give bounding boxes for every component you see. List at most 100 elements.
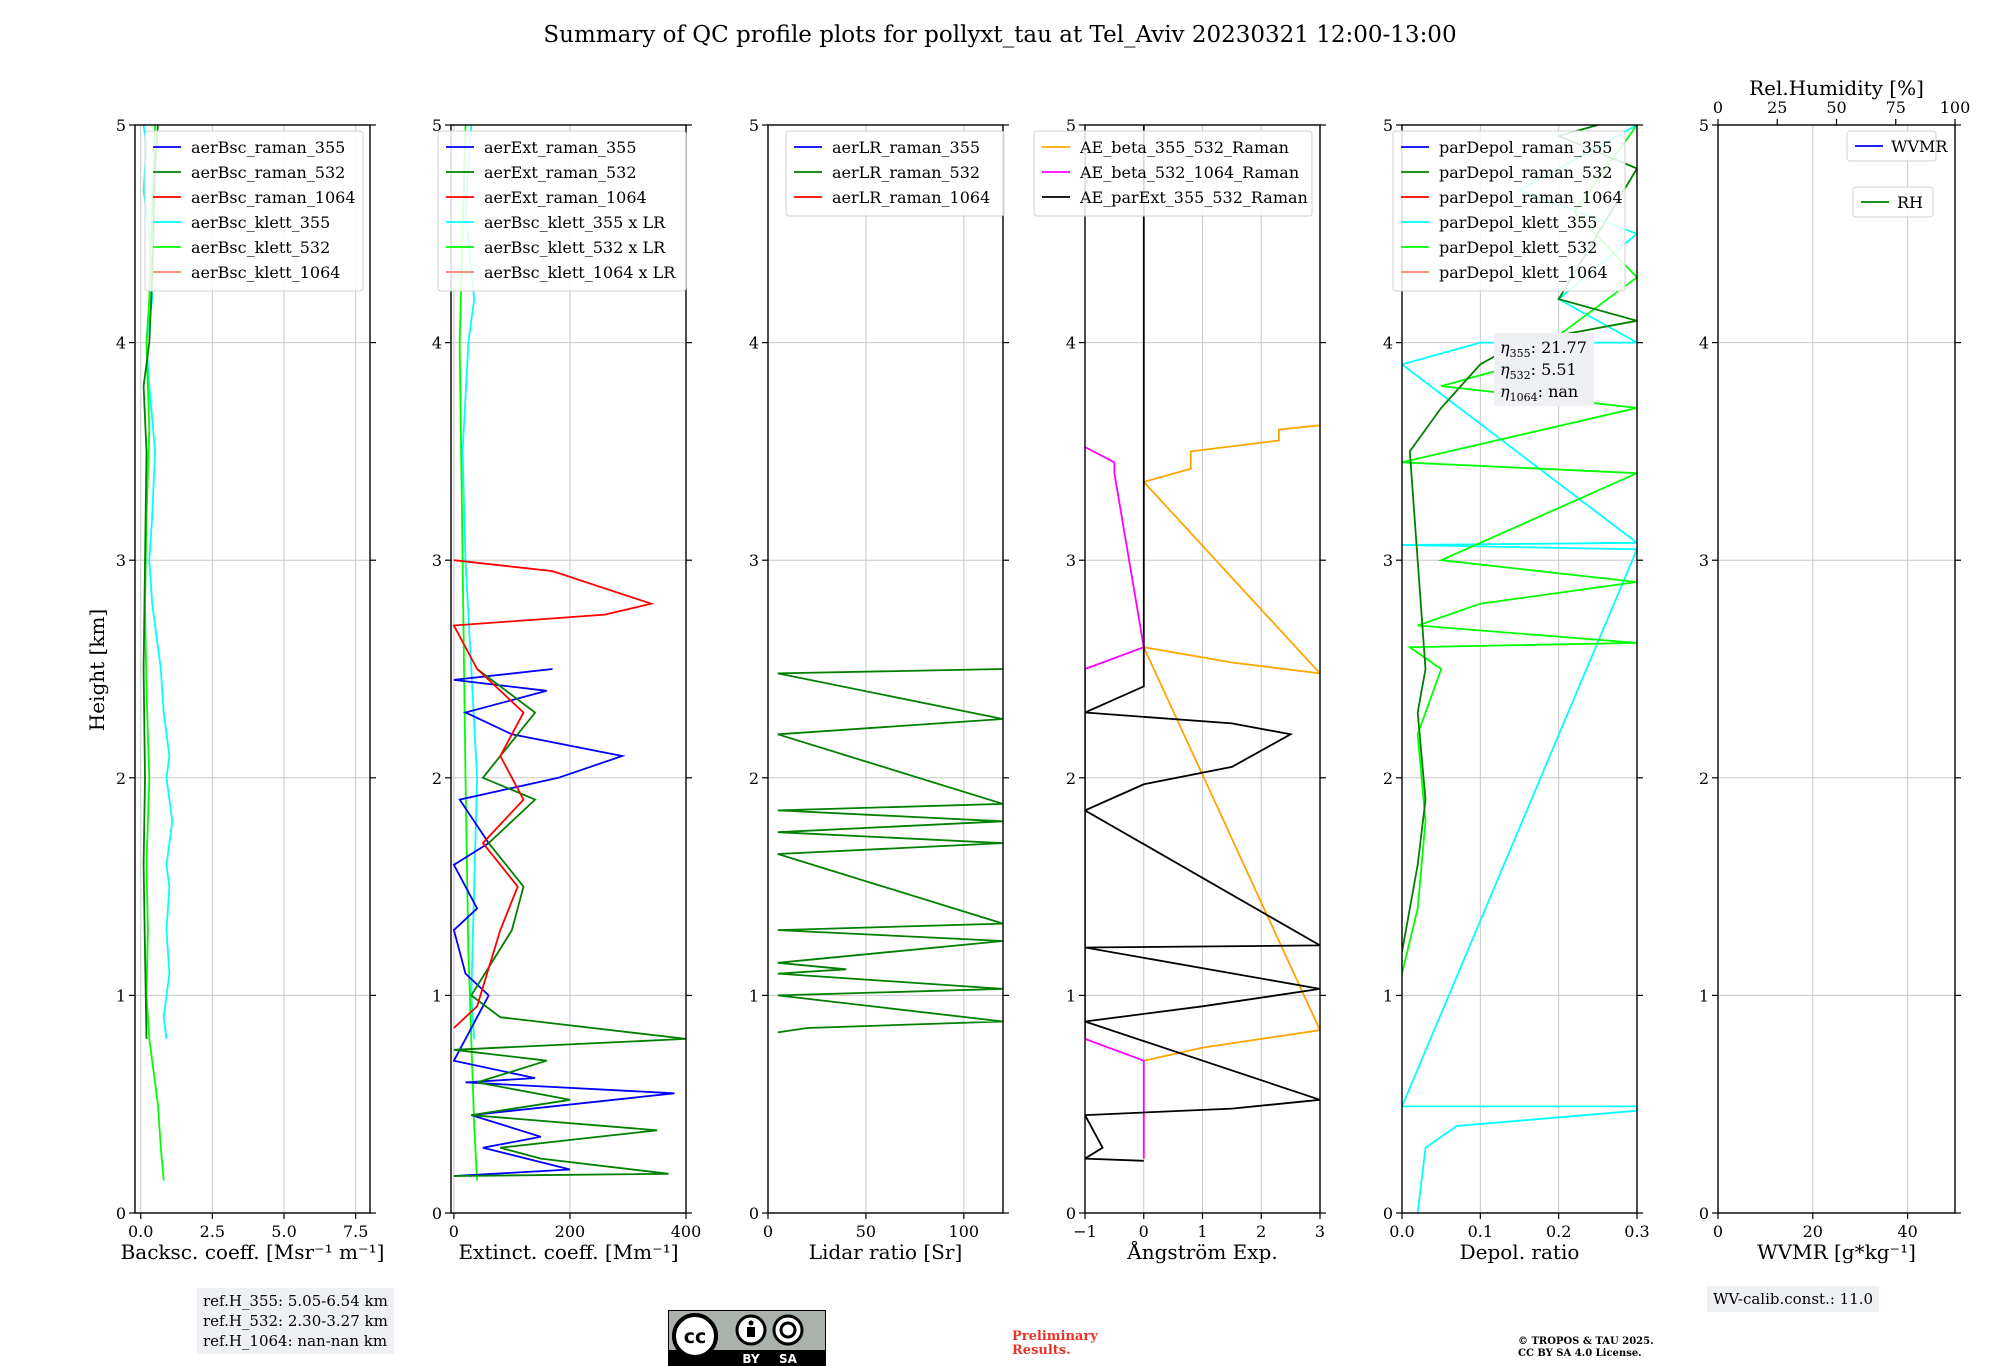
preliminary-line-1: Preliminary	[1012, 1329, 1098, 1344]
x-tick-label: 2	[1256, 1222, 1266, 1241]
legend-label: AE_beta_532_1064_Raman	[1079, 163, 1299, 182]
series-ae-parext-355-532-raman	[1085, 125, 1320, 1162]
x-tick-label: 0.0	[128, 1222, 153, 1241]
legend-label: parDepol_klett_355	[1439, 213, 1597, 232]
x-tick-label: 0	[449, 1222, 459, 1241]
top-x-tick-label: 50	[1826, 98, 1846, 117]
by-label: BY	[742, 1352, 759, 1366]
annotation-subscript: 1064	[1510, 391, 1538, 404]
x-tick-label: 7.5	[343, 1222, 368, 1241]
y-tick-label: 4	[1066, 334, 1076, 353]
y-tick-label: 4	[1383, 334, 1393, 353]
y-tick-label: 3	[432, 551, 442, 570]
x-axis-label: Extinct. coeff. [Mm⁻¹]	[458, 1240, 678, 1264]
x-axis-label: Ångström Exp.	[1126, 1239, 1277, 1264]
y-tick-label: 0	[1699, 1204, 1709, 1223]
x-axis-label: Lidar ratio [Sr]	[809, 1240, 963, 1264]
x-tick-label: 1	[1197, 1222, 1207, 1241]
legend-label: aerBsc_raman_532	[191, 163, 345, 182]
legend-label: RH	[1897, 193, 1923, 212]
x-tick-label: 2.5	[200, 1222, 225, 1241]
panel-wv: 0 20 40 0 1 2 3 4 5 WVMR [g*kg⁻¹] 0 25 50 75 100 Rel.Hu…	[1699, 76, 1970, 1264]
x-tick-label: 0	[1139, 1222, 1149, 1241]
annotation-symbol: η	[1500, 338, 1510, 357]
x-tick-label: 0	[1713, 1222, 1723, 1241]
y-tick-label: 4	[749, 334, 759, 353]
ref-height-355: ref.H_355: 5.05-6.54 km	[203, 1292, 388, 1310]
series-ae-beta-355-532-raman	[1142, 424, 1320, 1062]
legend-box	[1033, 130, 1313, 217]
copyright-line-2: CC BY SA 4.0 License.	[1518, 1348, 1642, 1359]
legend-box	[1846, 130, 1937, 162]
x-tick-label: 0.2	[1546, 1222, 1571, 1241]
annotation-value: : nan	[1538, 382, 1579, 401]
y-tick-label: 2	[432, 769, 442, 788]
annotation-symbol: η	[1500, 382, 1510, 401]
legend-label: aerBsc_raman_355	[191, 138, 345, 157]
y-tick-label: 4	[1699, 334, 1709, 353]
x-tick-label: 400	[671, 1222, 702, 1241]
annotation-line: η355: 21.77	[1500, 338, 1587, 360]
x-tick-label: 0.1	[1468, 1222, 1493, 1241]
panel-bsc: 0.0 2.5 5.0 7.5 0 1 2 3 4 5 Backsc. coeff. [Msr⁻¹ …	[116, 116, 385, 1264]
y-tick-label: 2	[1699, 769, 1709, 788]
panel-depol: 0.0 0.1 0.2 0.3 0 1 2 3 4 5 Depol. ratio parDepol_r…	[1383, 116, 1650, 1264]
legend-label: aerBsc_klett_1064 x LR	[484, 263, 676, 282]
annotation-line: η1064: nan	[1500, 382, 1578, 404]
x-tick-label: 3	[1315, 1222, 1325, 1241]
x-tick-label: 0.0	[1389, 1222, 1414, 1241]
legend-box	[1392, 130, 1626, 292]
y-tick-label: 1	[116, 986, 126, 1005]
legend-label: AE_parExt_355_532_Raman	[1079, 188, 1308, 207]
sa-label: SA	[779, 1352, 798, 1366]
y-tick-label: 1	[432, 986, 442, 1005]
legend-label: aerBsc_klett_532	[191, 238, 330, 257]
annotation-box	[1494, 333, 1594, 406]
panel-lr: 0 50 100 0 1 2 3 4 5 Lidar ratio [Sr] aerLR_raman_…	[749, 116, 1009, 1264]
y-tick-label: 4	[116, 334, 126, 353]
annotation-value: : 5.51	[1531, 360, 1577, 379]
x-tick-label: 40	[1897, 1222, 1917, 1241]
y-tick-label: 3	[1066, 551, 1076, 570]
legend-label: parDepol_raman_355	[1439, 138, 1612, 157]
legend-label: aerLR_raman_355	[832, 138, 980, 157]
y-tick-label: 5	[116, 116, 126, 135]
preliminary-note: Preliminary Results.	[1012, 1330, 1098, 1358]
legend-box	[785, 130, 1005, 217]
x-tick-label: 100	[949, 1222, 980, 1241]
axes-frame	[1401, 124, 1638, 1214]
series-aerlr-raman-532	[777, 668, 1003, 1034]
copyright-note: © TROPOS & TAU 2025. CC BY SA 4.0 Licens…	[1518, 1336, 1654, 1360]
top-x-tick-label: 0	[1713, 98, 1723, 117]
annotation-value: : 21.77	[1531, 338, 1587, 357]
legend-label: WVMR	[1891, 137, 1948, 156]
panel-ext: 0 200 400 0 1 2 3 4 5 Extinct. coeff. [Mm⁻¹] aerEx…	[432, 116, 701, 1264]
ref-height-box: ref.H_355: 5.05-6.54 km ref.H_532: 2.30-…	[197, 1288, 394, 1354]
legend-label: aerLR_raman_532	[832, 163, 980, 182]
legend-label: aerBsc_klett_355	[191, 213, 330, 232]
figure-title: Summary of QC profile plots for pollyxt_…	[543, 22, 1457, 48]
x-tick-label: 50	[856, 1222, 876, 1241]
axes-frame	[767, 124, 1004, 1214]
share-alike-icon	[772, 1314, 804, 1346]
series-aerext-raman-532	[453, 668, 686, 1177]
annotation-symbol: η	[1500, 360, 1510, 379]
y-tick-label: 0	[1066, 1204, 1076, 1223]
legend-box	[437, 130, 687, 292]
x-tick-label: 200	[555, 1222, 586, 1241]
axes-frame	[450, 124, 687, 1214]
x-tick-label: −1	[1073, 1222, 1097, 1241]
legend-label: parDepol_klett_532	[1439, 238, 1597, 257]
legend-label: aerBsc_raman_1064	[191, 188, 356, 207]
annotation-subscript: 355	[1510, 347, 1531, 360]
y-tick-label: 0	[432, 1204, 442, 1223]
axes-frame	[134, 124, 371, 1214]
y-tick-label: 3	[1699, 551, 1709, 570]
y-tick-label: 1	[749, 986, 759, 1005]
y-tick-label: 3	[749, 551, 759, 570]
legend-label: aerBsc_klett_532 x LR	[484, 238, 666, 257]
legend-label: aerBsc_klett_1064	[191, 263, 340, 282]
legend-box	[144, 130, 364, 292]
